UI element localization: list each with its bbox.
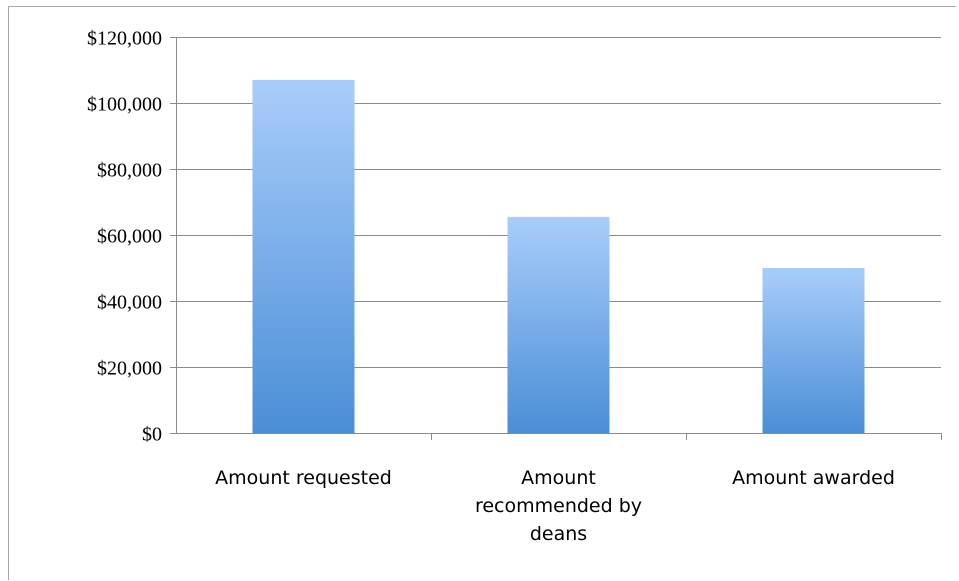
y-tick-label: $40,000: [97, 292, 162, 314]
bar: [252, 79, 355, 434]
y-tick-label: $100,000: [87, 94, 162, 116]
bar: [507, 216, 610, 433]
x-category-label: Amount recommended by deans: [475, 467, 642, 545]
bar: [762, 268, 865, 433]
y-tick-label: $0: [142, 424, 162, 446]
axes: [170, 37, 942, 440]
y-tick-labels: $0 $20,000 $40,000 $60,000 $80,000 $100,000 $1…: [87, 28, 162, 446]
y-tick-label: $60,000: [97, 226, 162, 248]
y-tick-label: $20,000: [97, 358, 162, 380]
bars: [252, 79, 865, 434]
y-tick-label: $80,000: [97, 160, 162, 182]
x-category-label: Amount requested: [215, 467, 392, 489]
y-tick-label: $120,000: [87, 28, 162, 50]
x-category-label: Amount awarded: [732, 467, 895, 489]
x-category-labels: Amount requested Amount recommended by dean…: [215, 467, 895, 545]
